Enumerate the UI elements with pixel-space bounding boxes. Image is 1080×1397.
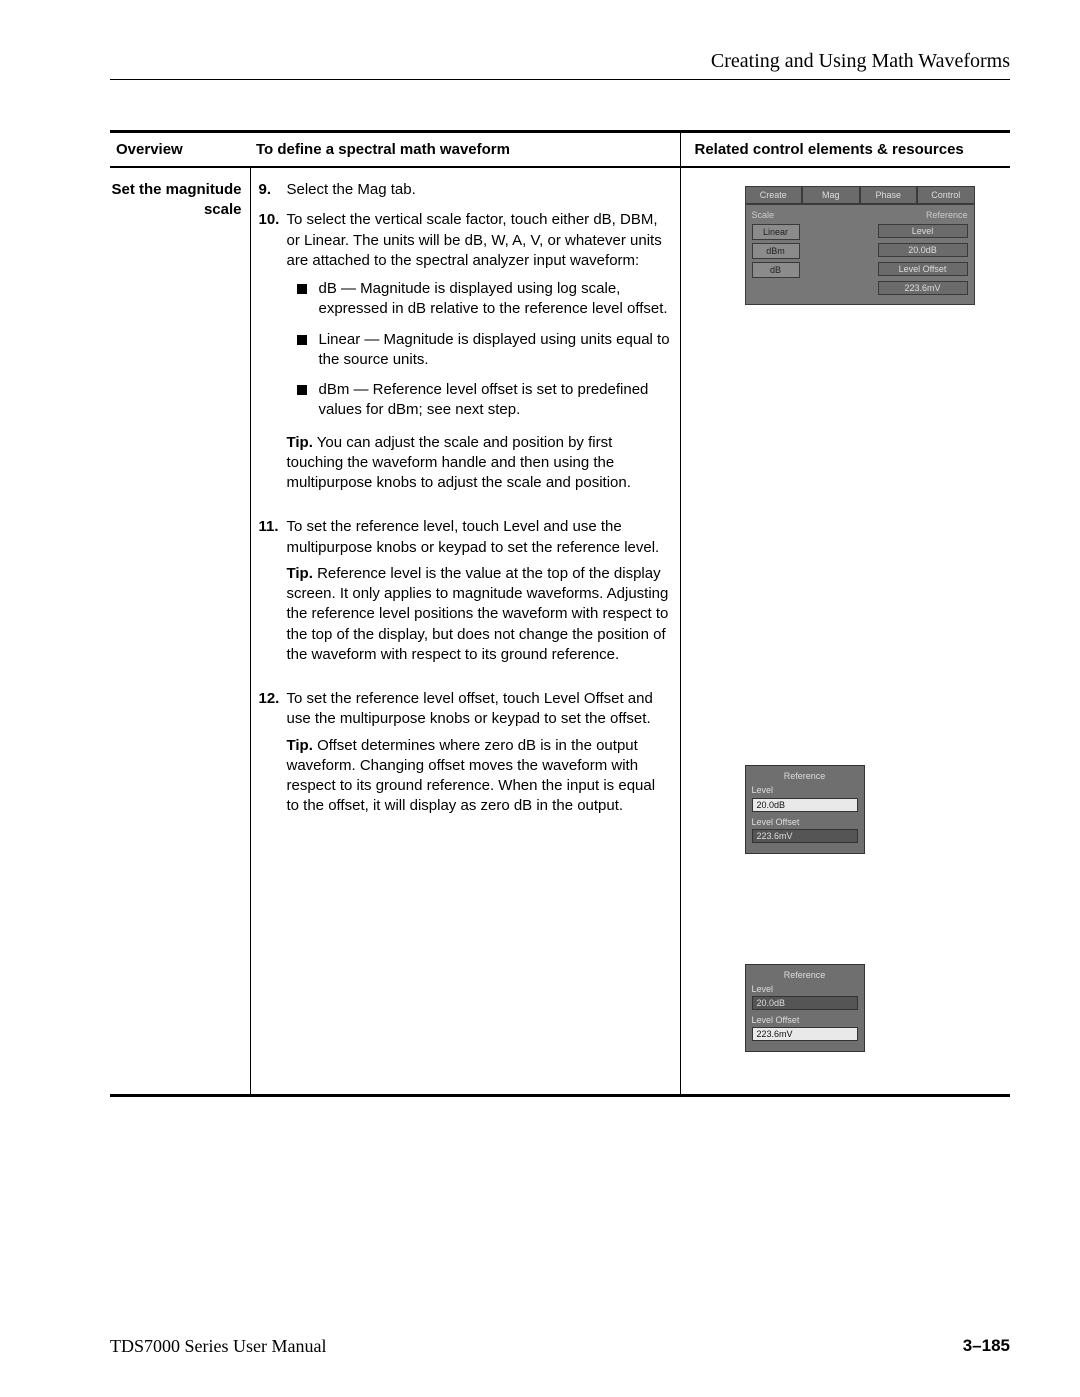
- step-text: To select the vertical scale factor, tou…: [287, 210, 672, 271]
- thumb-tab: Create: [745, 186, 803, 204]
- thumb-label: Level: [752, 784, 858, 796]
- thumb-button: Linear: [752, 224, 800, 240]
- thumb-field: 20.0dB: [752, 996, 858, 1010]
- step-10: 10. To select the vertical scale factor,…: [259, 210, 672, 507]
- step-text: To set the reference level offset, touch…: [287, 689, 672, 730]
- bullet-text: Linear — Magnitude is displayed using un…: [319, 330, 672, 371]
- thumb-title: Reference: [752, 770, 858, 782]
- resources-cell: Create Mag Phase Control Scale Reference: [680, 167, 1010, 1096]
- thumb-tab: Control: [917, 186, 975, 204]
- step-12-tip: Tip. Offset determines where zero dB is …: [287, 736, 672, 817]
- thumb-tab: Phase: [860, 186, 918, 204]
- thumb-field-label: Level: [912, 225, 934, 237]
- tip-text: Offset determines where zero dB is in th…: [287, 737, 656, 815]
- bullet-text: dB — Magnitude is displayed using log sc…: [319, 279, 672, 320]
- page: Creating and Using Math Waveforms Overvi…: [0, 0, 1080, 1397]
- thumb-label: Level: [752, 983, 858, 995]
- thumb-field: 223.6mV: [878, 281, 968, 295]
- step-number: 10.: [259, 210, 287, 507]
- thumb-label: Scale: [752, 209, 775, 221]
- col-procedure-header: To define a spectral math waveform: [250, 132, 680, 168]
- tip-label: Tip.: [287, 565, 313, 582]
- thumb-field-label: Level Offset: [899, 263, 947, 275]
- thumb-field: Level Offset: [878, 262, 968, 276]
- col-resources-header: Related control elements & resources: [680, 132, 1010, 168]
- step-text: To set the reference level, touch Level …: [287, 517, 672, 558]
- bullet-text: dBm — Reference level offset is set to p…: [319, 380, 672, 421]
- thumb-title: Reference: [752, 969, 858, 981]
- step-number: 11.: [259, 517, 287, 679]
- reference-offset-thumbnail: Reference Level 20.0dB Level Offset 223.…: [745, 964, 865, 1052]
- thumb-label: Level Offset: [752, 816, 858, 828]
- bullet-icon: [297, 335, 307, 345]
- tip-text: You can adjust the scale and position by…: [287, 434, 631, 492]
- step-11-tip: Tip. Reference level is the value at the…: [287, 564, 672, 665]
- page-number: 3–185: [963, 1336, 1010, 1357]
- step-12: 12. To set the reference level offset, t…: [259, 689, 672, 831]
- step-10-bullets: dB — Magnitude is displayed using log sc…: [287, 279, 672, 421]
- thumb-field: 223.6mV: [752, 1027, 858, 1041]
- tip-text: Reference level is the value at the top …: [287, 565, 669, 663]
- thumb-field: Level: [878, 224, 968, 238]
- running-header: Creating and Using Math Waveforms: [110, 50, 1010, 80]
- col-overview-header: Overview: [110, 132, 250, 168]
- thumb-field: 20.0dB: [752, 798, 858, 812]
- bullet-icon: [297, 385, 307, 395]
- step-9: 9. Select the Mag tab.: [259, 180, 672, 200]
- thumb-button: dB: [752, 262, 800, 278]
- tip-label: Tip.: [287, 434, 313, 451]
- thumb-tab: Mag: [802, 186, 860, 204]
- step-number: 12.: [259, 689, 287, 831]
- step-10-tip: Tip. You can adjust the scale and positi…: [287, 433, 672, 494]
- page-footer: TDS7000 Series User Manual 3–185: [110, 1336, 1010, 1357]
- mag-tab-thumbnail: Create Mag Phase Control Scale Reference: [745, 186, 975, 305]
- thumb-label: Reference: [926, 209, 968, 221]
- thumb-label: Level Offset: [752, 1014, 858, 1026]
- thumb-field: 223.6mV: [752, 829, 858, 843]
- step-text: Select the Mag tab.: [287, 180, 672, 200]
- tip-label: Tip.: [287, 737, 313, 754]
- thumb-field: 20.0dB: [878, 243, 968, 257]
- manual-title: TDS7000 Series User Manual: [110, 1336, 326, 1357]
- bullet-icon: [297, 284, 307, 294]
- step-number: 9.: [259, 180, 287, 200]
- thumb-button: dBm: [752, 243, 800, 259]
- reference-level-thumbnail: Reference Level 20.0dB Level Offset 223.…: [745, 765, 865, 853]
- row-label: Set the magnitude scale: [110, 167, 250, 1096]
- step-11: 11. To set the reference level, touch Le…: [259, 517, 672, 679]
- procedure-cell: 9. Select the Mag tab. 10. To select the…: [250, 167, 680, 1096]
- procedure-table: Overview To define a spectral math wavef…: [110, 130, 1010, 1097]
